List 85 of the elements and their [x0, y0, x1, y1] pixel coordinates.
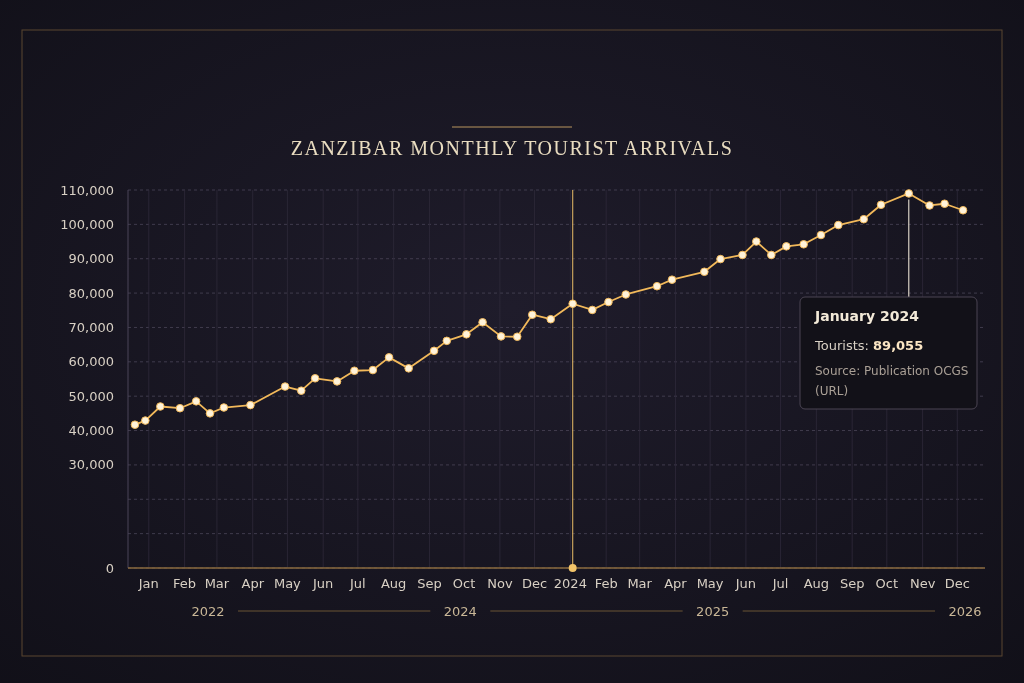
point — [191, 397, 201, 406]
point — [280, 382, 290, 391]
point — [310, 374, 320, 383]
x-tick-label: Nev — [909, 576, 936, 591]
x-tick-label: Jul — [771, 576, 789, 591]
x-tick-label: Dec — [521, 576, 548, 591]
point — [175, 403, 185, 413]
point — [130, 420, 140, 429]
point — [442, 336, 452, 346]
point — [404, 364, 413, 373]
point — [700, 267, 709, 277]
x-tick-label: Dec — [944, 576, 970, 591]
point — [350, 366, 359, 376]
point — [429, 346, 439, 356]
point — [876, 200, 886, 210]
point — [527, 310, 537, 320]
x-tick-label: Apr — [241, 576, 265, 591]
point — [512, 332, 522, 342]
x-tick-label: 2024 — [553, 576, 587, 591]
x-tick-label: Jun — [312, 576, 334, 591]
x-tick-label: Jan — [137, 576, 159, 591]
x-tick-label: Jun — [734, 576, 757, 591]
x-tick-label: Aug — [803, 576, 830, 591]
point — [859, 214, 869, 224]
point — [799, 239, 808, 249]
point — [296, 386, 306, 395]
point — [667, 275, 677, 284]
point — [738, 250, 747, 260]
x-tick-label: Oct — [452, 576, 476, 591]
point — [958, 205, 968, 215]
point — [156, 402, 165, 411]
x-tick-label: Sep — [839, 576, 865, 591]
x-tick-label: Feb — [173, 576, 197, 591]
point — [568, 299, 577, 309]
annotation: January 2024 Tourists: 89,055 Source: Publication OCGS (URL) — [814, 308, 969, 398]
y-tick-label: 60,000 — [68, 354, 114, 370]
point — [767, 250, 776, 260]
point — [925, 201, 934, 210]
point — [716, 254, 725, 264]
point — [246, 400, 255, 410]
x-tick-label: May — [696, 576, 724, 591]
x-tick-label: Sep — [417, 576, 442, 591]
y-tick-label: 40,000 — [68, 423, 114, 439]
point — [496, 332, 506, 341]
point — [752, 237, 761, 246]
point — [834, 220, 843, 230]
point — [205, 409, 215, 418]
point — [604, 297, 613, 307]
point — [588, 305, 597, 315]
x-tick-label: Oct — [875, 576, 899, 591]
x-tick-label: Nov — [487, 576, 513, 591]
text: 2026 — [948, 604, 982, 619]
point — [332, 377, 342, 386]
x-tick-label: May — [273, 576, 302, 591]
y-tick-label: 110,000 — [60, 182, 114, 198]
text: 2025 — [696, 604, 730, 619]
point — [546, 314, 556, 324]
text: 2024 — [443, 604, 477, 619]
point — [478, 318, 487, 327]
point — [652, 281, 662, 291]
point — [462, 330, 471, 339]
point — [816, 230, 826, 240]
x-tick-label: Mar — [627, 576, 653, 591]
point — [940, 199, 949, 209]
point — [141, 416, 150, 425]
y-tick-label: 90,000 — [68, 251, 114, 267]
y-tick-label: 80,000 — [68, 285, 114, 301]
y-tick-label: 50,000 — [68, 388, 114, 404]
point — [621, 290, 631, 299]
x-tick-label: Feb — [594, 576, 618, 591]
y-tick-label: 100,000 — [60, 216, 114, 232]
y-tick-label: 0 — [105, 560, 114, 576]
chart-title: ZANZIBAR MONTHLY TOURIST ARRIVALS — [290, 137, 734, 159]
point — [368, 365, 378, 375]
text: 2022 — [191, 604, 225, 619]
y-tick-label: 30,000 — [68, 457, 114, 473]
x-tick-label: Jul — [349, 576, 366, 591]
point — [782, 242, 791, 251]
point — [219, 403, 229, 412]
x-tick-label: Aug — [380, 576, 407, 591]
point — [384, 353, 394, 362]
point — [904, 189, 914, 198]
y-tick-label: 70,000 — [68, 320, 114, 335]
x-tick-label: Apr — [664, 576, 688, 591]
x-tick-label: Mar — [204, 576, 230, 591]
